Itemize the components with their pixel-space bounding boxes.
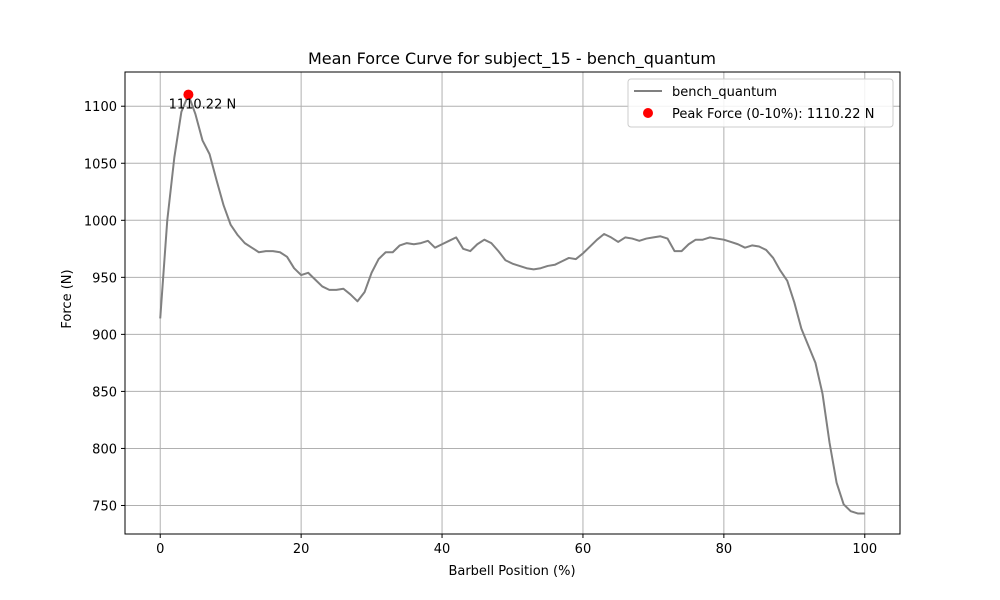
x-tick-label: 40 — [434, 542, 451, 557]
y-tick-label: 900 — [92, 328, 117, 343]
legend-series-label: bench_quantum — [672, 85, 777, 100]
series-layer — [159, 89, 865, 515]
y-tick-label: 800 — [92, 442, 117, 457]
x-axis-label: Barbell Position (%) — [448, 564, 575, 579]
peak-force-marker — [183, 89, 194, 100]
legend-peak-label: Peak Force (0-10%): 1110.22 N — [672, 107, 874, 122]
chart-title: Mean Force Curve for subject_15 - bench_… — [308, 49, 716, 69]
plot-frame — [124, 71, 901, 535]
y-tick-label: 1000 — [84, 214, 117, 229]
grid — [125, 72, 900, 534]
y-axis-label: Force (N) — [60, 269, 75, 328]
legend-peak-marker — [643, 108, 653, 118]
series-line-bench_quantum — [159, 93, 865, 515]
x-tick-label: 60 — [575, 542, 592, 557]
x-axis-ticks: 0 20 40 60 80 100 — [156, 534, 877, 557]
legend: bench_quantum Peak Force (0-10%): 1110.2… — [627, 78, 894, 128]
x-tick-label: 0 — [156, 542, 164, 557]
y-tick-label: 750 — [92, 499, 117, 514]
y-tick-label: 950 — [92, 271, 117, 286]
y-tick-label: 1050 — [84, 157, 117, 172]
x-tick-label: 80 — [716, 542, 733, 557]
x-tick-label: 100 — [852, 542, 877, 557]
y-tick-label: 850 — [92, 385, 117, 400]
x-tick-label: 20 — [293, 542, 310, 557]
legend-box — [627, 78, 894, 128]
y-tick-label: 1100 — [84, 100, 117, 115]
y-axis-ticks: 750 800 850 900 950 1000 1050 1100 — [84, 100, 125, 514]
peak-annotation-label: 1110.22 N — [169, 98, 237, 113]
